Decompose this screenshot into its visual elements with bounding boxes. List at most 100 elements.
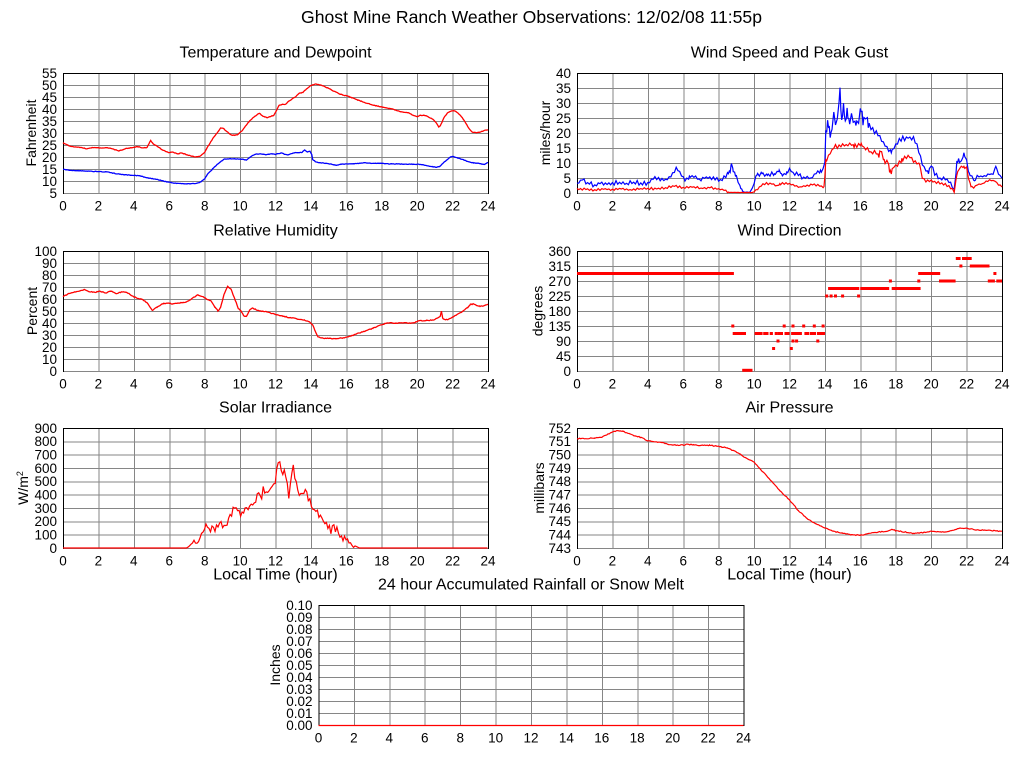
svg-text:10: 10 [233, 376, 248, 391]
svg-text:500: 500 [34, 474, 57, 489]
svg-text:10: 10 [747, 553, 762, 568]
svg-text:10: 10 [233, 198, 248, 213]
svg-text:6: 6 [679, 376, 687, 391]
svg-text:15: 15 [42, 162, 57, 177]
svg-text:24: 24 [480, 198, 496, 213]
svg-text:14: 14 [303, 376, 319, 391]
svg-text:50: 50 [42, 304, 57, 319]
svg-text:0.04: 0.04 [286, 670, 313, 685]
svg-text:360: 360 [548, 244, 571, 259]
svg-text:24: 24 [480, 376, 496, 391]
svg-text:12: 12 [268, 553, 283, 568]
svg-text:20: 20 [924, 553, 939, 568]
svg-text:18: 18 [888, 553, 903, 568]
svg-text:4: 4 [130, 376, 138, 391]
svg-text:0.00: 0.00 [286, 718, 312, 733]
svg-text:35: 35 [42, 114, 57, 129]
svg-text:8: 8 [201, 198, 209, 213]
svg-text:30: 30 [556, 96, 571, 111]
svg-text:18: 18 [374, 198, 389, 213]
svg-text:55: 55 [42, 66, 57, 81]
svg-text:2: 2 [95, 553, 103, 568]
svg-text:10: 10 [233, 553, 248, 568]
svg-text:200: 200 [34, 514, 57, 529]
svg-text:20: 20 [924, 376, 939, 391]
svg-text:45: 45 [42, 90, 57, 105]
svg-text:8: 8 [715, 376, 723, 391]
svg-text:24: 24 [994, 376, 1010, 391]
svg-text:0: 0 [59, 198, 67, 213]
svg-text:4: 4 [644, 376, 652, 391]
svg-text:40: 40 [42, 102, 57, 117]
svg-text:10: 10 [42, 352, 57, 367]
svg-text:16: 16 [339, 198, 354, 213]
svg-text:8: 8 [715, 198, 723, 213]
svg-text:20: 20 [42, 340, 57, 355]
svg-text:100: 100 [34, 528, 57, 543]
svg-text:80: 80 [42, 268, 57, 283]
svg-text:22: 22 [445, 553, 460, 568]
svg-text:45: 45 [556, 349, 571, 364]
svg-text:180: 180 [548, 304, 571, 319]
svg-text:0: 0 [573, 553, 581, 568]
svg-text:22: 22 [959, 198, 974, 213]
svg-text:22: 22 [445, 376, 460, 391]
svg-text:20: 20 [410, 198, 425, 213]
svg-text:millibars: millibars [531, 462, 547, 513]
svg-text:0.02: 0.02 [286, 694, 312, 709]
svg-text:6: 6 [421, 730, 429, 745]
svg-text:0: 0 [49, 541, 57, 556]
svg-text:300: 300 [34, 501, 57, 516]
svg-text:6: 6 [165, 376, 173, 391]
svg-text:18: 18 [888, 376, 903, 391]
svg-text:0.03: 0.03 [286, 682, 312, 697]
svg-text:270: 270 [548, 274, 571, 289]
svg-text:746: 746 [548, 501, 571, 516]
svg-text:22: 22 [701, 730, 716, 745]
svg-text:24: 24 [736, 730, 752, 745]
svg-text:6: 6 [679, 198, 687, 213]
svg-text:4: 4 [644, 553, 652, 568]
svg-text:2: 2 [609, 553, 617, 568]
svg-text:20: 20 [410, 553, 425, 568]
svg-text:Solar Irradiance: Solar Irradiance [219, 400, 332, 417]
svg-text:12: 12 [268, 376, 283, 391]
svg-text:60: 60 [42, 292, 57, 307]
svg-text:12: 12 [782, 376, 797, 391]
svg-text:0.10: 0.10 [286, 598, 312, 613]
svg-text:0.05: 0.05 [286, 658, 312, 673]
svg-text:Relative Humidity: Relative Humidity [213, 223, 337, 240]
svg-text:24: 24 [994, 198, 1010, 213]
svg-text:20: 20 [556, 126, 571, 141]
svg-text:18: 18 [888, 198, 903, 213]
svg-text:4: 4 [644, 198, 652, 213]
svg-text:12: 12 [782, 198, 797, 213]
svg-text:14: 14 [817, 376, 833, 391]
svg-text:10: 10 [747, 376, 762, 391]
svg-text:12: 12 [523, 730, 538, 745]
svg-text:748: 748 [548, 474, 571, 489]
svg-text:4: 4 [130, 553, 138, 568]
svg-text:6: 6 [165, 198, 173, 213]
svg-text:8: 8 [201, 376, 209, 391]
svg-text:6: 6 [165, 553, 173, 568]
svg-text:800: 800 [34, 434, 57, 449]
svg-text:400: 400 [34, 488, 57, 503]
svg-text:743: 743 [548, 541, 571, 556]
svg-text:Wind Direction: Wind Direction [737, 223, 841, 240]
svg-text:0.07: 0.07 [286, 634, 312, 649]
svg-text:24 hour Accumulated Rainfall o: 24 hour Accumulated Rainfall or Snow Mel… [378, 577, 684, 594]
svg-text:Ghost Mine Ranch Weather Obser: Ghost Mine Ranch Weather Observations: 1… [301, 7, 762, 27]
svg-text:Fahrenheit: Fahrenheit [23, 99, 39, 166]
svg-text:20: 20 [410, 376, 425, 391]
svg-text:16: 16 [853, 376, 868, 391]
svg-text:315: 315 [548, 259, 571, 274]
svg-text:Inches: Inches [267, 644, 283, 685]
svg-text:18: 18 [374, 553, 389, 568]
svg-text:16: 16 [339, 376, 354, 391]
svg-text:30: 30 [42, 328, 57, 343]
svg-text:Local Time (hour): Local Time (hour) [213, 567, 338, 584]
svg-text:4: 4 [130, 198, 138, 213]
svg-text:745: 745 [548, 514, 571, 529]
svg-text:0: 0 [563, 186, 571, 201]
